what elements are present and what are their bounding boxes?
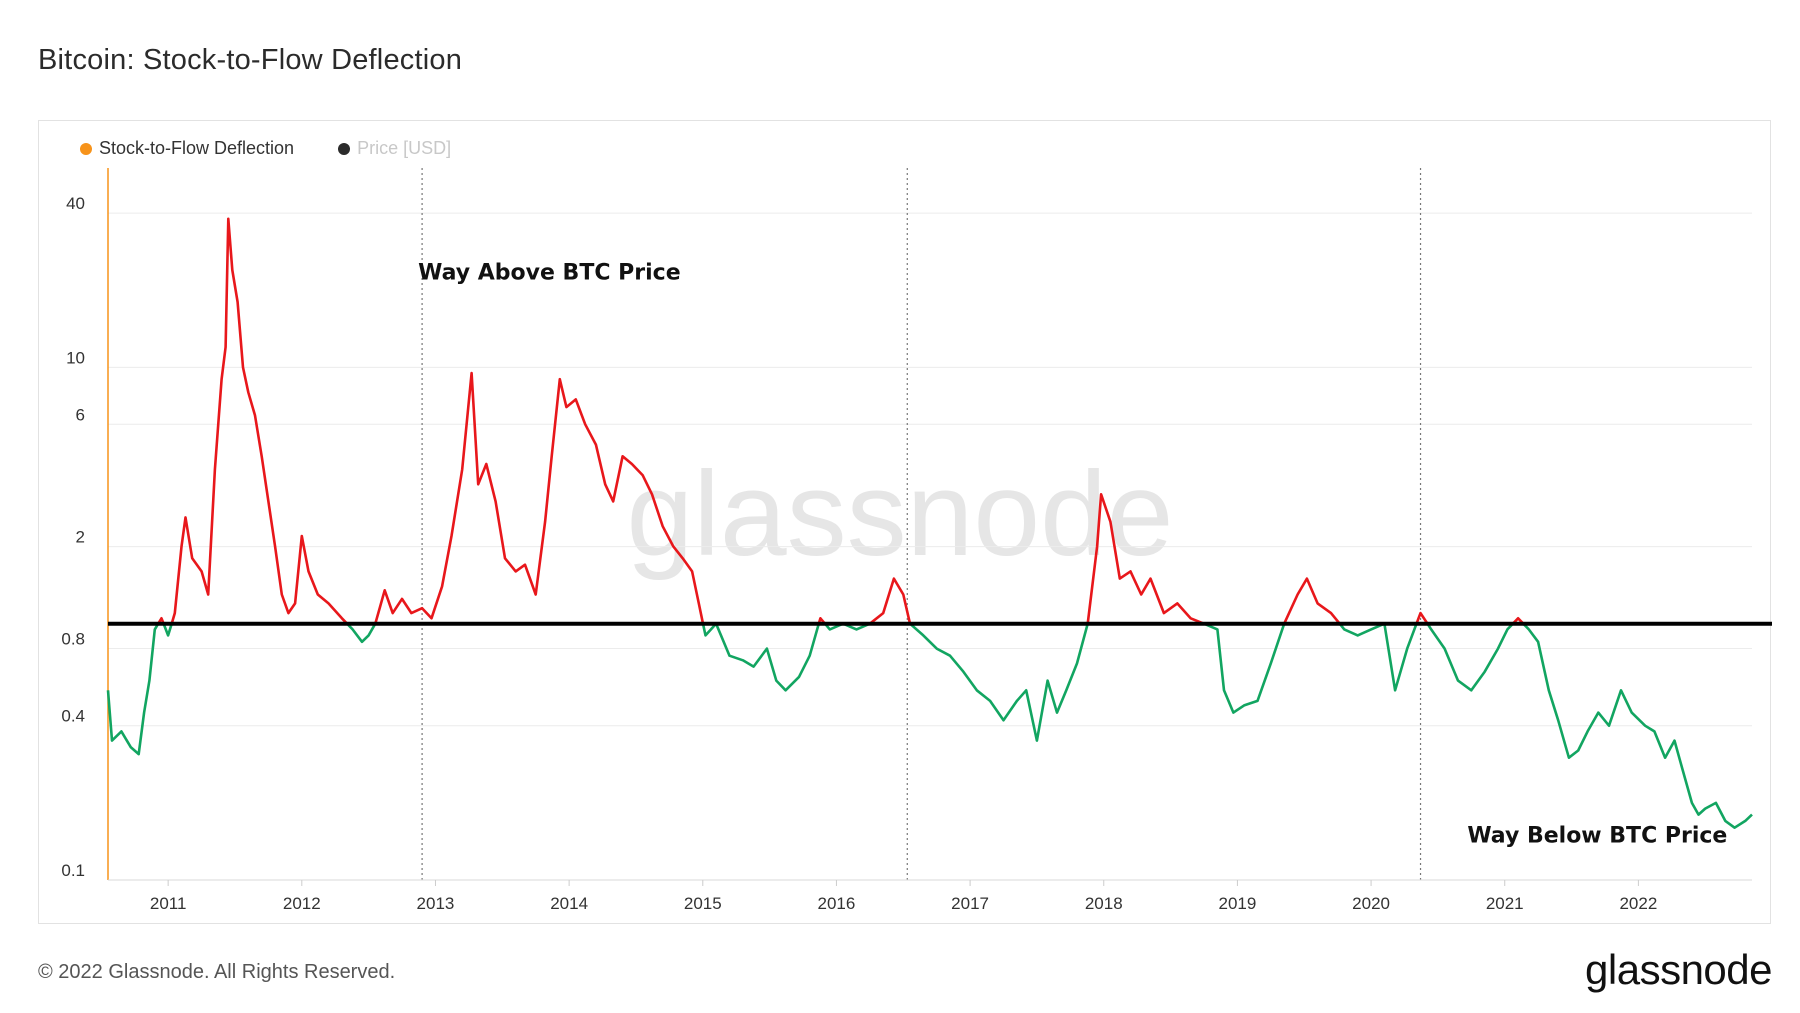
legend-dot-price [338,142,351,155]
series-line-below [106,623,160,756]
series-line-below [1203,622,1286,714]
x-tick-label: 2019 [1219,894,1257,913]
series-line-below [346,622,377,644]
series-line-above [1283,577,1341,625]
x-tick-label: 2012 [283,894,321,913]
page-title: Bitcoin: Stock-to-Flow Deflection [38,44,463,76]
legend-label-price: Price [USD] [357,138,452,158]
annotation-layer: Way Above BTC Price Way Below BTC Price [418,261,1727,849]
y-tick-label: 6 [76,405,85,424]
grid-layer [108,212,1752,881]
series-line-above [374,371,705,625]
series-line-below [1383,623,1418,692]
y-tick-label: 10 [66,348,85,367]
chart-legend: Stock-to-Flow Deflection Price [USD] [80,138,495,159]
x-tick-label: 2016 [818,894,856,913]
series-line-above [1086,493,1205,625]
series-line-below [701,622,718,637]
x-tick-label: 2017 [951,894,989,913]
series-line-below [714,623,821,692]
series-line-below [1522,622,1753,829]
legend-item-price[interactable]: Price [USD] [338,138,451,159]
annotation-label: Way Above BTC Price [418,261,681,286]
legend-item-s2f[interactable]: Stock-to-Flow Deflection [80,138,294,159]
x-tick-label: 2015 [684,894,722,913]
series-line-below [1426,622,1514,692]
x-tick-label: 2011 [150,894,187,913]
series-line-below [162,623,173,637]
series-line-below [1338,622,1385,637]
annotation-label: Way Below BTC Price [1467,824,1727,849]
axis-layer: 40 10 6 2 0.8 0.4 0.1 2011 2012 2013 2014 2015 2016 2… [61,168,1752,913]
series-line-above [1415,611,1429,625]
series-line-above [170,217,349,625]
legend-dot-s2f [80,142,92,155]
y-tick-label: 0.4 [61,707,85,726]
x-tick-label: 2022 [1619,894,1657,913]
halving-layer [421,168,1422,880]
x-tick-label: 2018 [1085,894,1123,913]
series-line-above [869,577,912,625]
y-tick-label: 2 [76,528,85,547]
y-tick-label: 40 [66,194,85,213]
x-tick-label: 2013 [417,894,455,913]
y-tick-label: 0.8 [61,630,85,649]
x-tick-label: 2014 [550,894,588,913]
x-tick-label: 2021 [1486,894,1524,913]
watermark-text: glassnode [626,447,1173,581]
brand-logo[interactable]: glassnode [1585,946,1772,993]
x-tick-label: 2020 [1352,894,1390,913]
y-tick-label: 0.1 [61,861,85,880]
series-line-below [909,622,1089,742]
chart-frame [38,120,1771,924]
copyright-footer: © 2022 Glassnode. All Rights Reserved. [38,961,396,983]
legend-label-s2f: Stock-to-Flow Deflection [99,138,295,158]
series-layer [106,217,1753,829]
